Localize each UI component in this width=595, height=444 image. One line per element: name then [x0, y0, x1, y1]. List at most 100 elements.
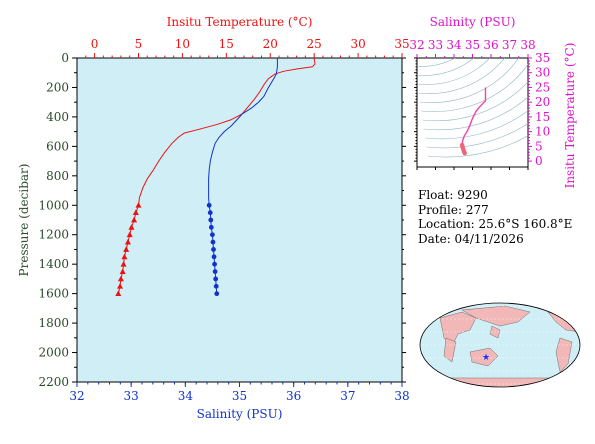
bottom-axis-title: Salinity (PSU) — [197, 407, 283, 421]
top-tick-label: 25 — [307, 37, 322, 51]
temperature-point — [121, 253, 128, 260]
location-map: ★ — [419, 302, 581, 388]
temperature-point — [115, 290, 122, 297]
bottom-tick-label: 37 — [340, 389, 355, 403]
left-axis-title: Pressure (decibar) — [17, 164, 31, 277]
temperature-point — [124, 238, 131, 245]
bottom-tick-label: 32 — [69, 389, 84, 403]
landmass — [461, 305, 531, 327]
temperature-point — [135, 202, 142, 208]
top-tick-label: 10 — [175, 37, 190, 51]
salinity-point — [213, 283, 219, 289]
density-contour — [426, 123, 528, 149]
ts-top-tick-label: 38 — [520, 38, 535, 52]
ts-top-tick-label: 37 — [502, 38, 517, 52]
bottom-tick-label: 35 — [232, 389, 247, 403]
left-tick-label: 1000 — [38, 198, 69, 212]
ts-top-axis-title: Salinity (PSU) — [430, 15, 516, 29]
density-contour — [423, 96, 528, 131]
density-contour — [408, 7, 429, 22]
ts-right-tick-label: 0 — [535, 154, 543, 168]
top-tick-label: 35 — [394, 37, 409, 51]
float-id: Float: 9290 — [418, 188, 488, 202]
density-contour — [425, 110, 528, 140]
landmass — [443, 337, 457, 363]
left-tick-label: 0 — [61, 51, 69, 65]
density-contour — [419, 58, 519, 103]
salinity-point — [210, 239, 216, 245]
bottom-tick-label: 38 — [394, 389, 409, 403]
main-plot-area — [76, 57, 403, 383]
density-contour — [417, 58, 456, 67]
salinity-line — [208, 58, 278, 294]
density-contour — [418, 58, 505, 94]
left-tick-label: 400 — [46, 110, 69, 124]
density-contour — [417, 58, 475, 76]
ts-right-tick-label: 30 — [535, 66, 550, 80]
temperature-point — [120, 260, 127, 267]
density-contour — [422, 81, 528, 121]
ts-right-tick-label: 20 — [535, 95, 550, 109]
temperature-point — [119, 268, 126, 274]
top-tick-label: 20 — [263, 37, 278, 51]
ts-top-tick-label: 33 — [428, 38, 443, 52]
main-axes: 0 200 400 600 800 1000 1200 1400 1600 1800 2000 220… — [38, 37, 409, 403]
top-tick-label: 5 — [135, 37, 143, 51]
density-contours — [408, 7, 528, 158]
main-series — [115, 58, 316, 297]
ts-series — [459, 87, 487, 156]
temperature-point — [128, 224, 135, 230]
temperature-point — [123, 246, 130, 252]
temperature-point — [117, 275, 124, 282]
landmass — [429, 377, 571, 387]
salinity-point — [208, 217, 214, 223]
landmass — [469, 347, 499, 367]
ts-plot-area — [416, 57, 529, 168]
salinity-point — [212, 261, 217, 267]
ts-right-axis-title: Insitu Temperature (°C) — [563, 43, 577, 189]
left-tick-label: 200 — [46, 80, 69, 94]
ts-right-tick-label: 35 — [535, 51, 550, 65]
map-border — [419, 302, 581, 388]
top-tick-label: 15 — [219, 37, 234, 51]
top-axis-title: Insitu Temperature (°C) — [167, 15, 313, 29]
temperature-point — [126, 231, 133, 238]
ts-right-tick-label: 5 — [535, 139, 543, 153]
date: Date: 04/11/2026 — [418, 231, 524, 246]
salinity-point — [210, 232, 215, 238]
float-info: Float: 9290 Profile: 277 Location: 25.6°… — [418, 188, 572, 246]
salinity-point — [214, 291, 220, 297]
temperature-point — [131, 216, 138, 223]
salinity-point — [206, 202, 212, 208]
left-tick-label: 1200 — [38, 228, 69, 242]
salinity-point — [207, 210, 213, 216]
left-tick-label: 2200 — [38, 375, 69, 389]
salinity-point — [213, 276, 219, 282]
left-tick-label: 1800 — [38, 316, 69, 330]
left-tick-label: 600 — [46, 139, 69, 153]
density-contour — [421, 63, 528, 112]
float-location-marker: ★ — [482, 353, 490, 363]
density-contour — [427, 135, 528, 158]
ts-right-tick-label: 25 — [535, 80, 550, 94]
density-contour — [417, 58, 491, 85]
profile-number: Profile: 277 — [418, 202, 489, 217]
left-tick-label: 2000 — [38, 346, 69, 360]
left-tick-label: 1400 — [38, 257, 69, 271]
ts-top-tick-label: 32 — [409, 38, 424, 52]
left-tick-label: 800 — [46, 169, 69, 183]
ts-top-tick-label: 34 — [446, 38, 462, 52]
bottom-tick-label: 33 — [124, 389, 139, 403]
left-tick-label: 1600 — [38, 287, 69, 301]
ts-right-tick-label: 10 — [535, 125, 550, 139]
bottom-tick-label: 34 — [178, 389, 194, 403]
ts-right-tick-label: 15 — [535, 110, 550, 124]
temperature-point — [132, 209, 139, 216]
temperature-point — [117, 283, 124, 289]
salinity-point — [211, 254, 217, 260]
ts-top-tick-label: 36 — [483, 38, 498, 52]
